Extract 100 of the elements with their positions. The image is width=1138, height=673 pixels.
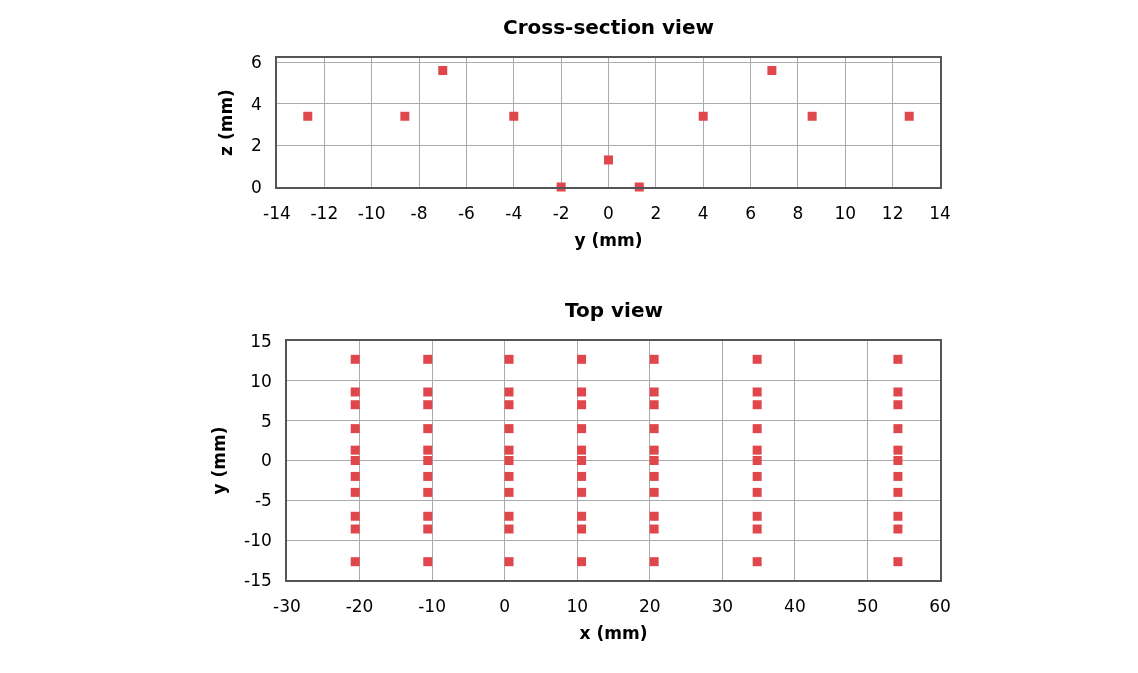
x-axis-title: y (mm) bbox=[574, 230, 643, 251]
point bbox=[504, 387, 514, 397]
point bbox=[649, 400, 659, 410]
point bbox=[350, 511, 360, 521]
point bbox=[807, 111, 817, 121]
x-axis-title: x (mm) bbox=[579, 623, 648, 644]
chart-title: Cross-section view bbox=[503, 15, 715, 39]
point bbox=[752, 524, 762, 534]
x-tick-label: -6 bbox=[457, 203, 475, 224]
point bbox=[649, 524, 659, 534]
x-tick-label: 8 bbox=[792, 203, 804, 224]
point bbox=[752, 400, 762, 410]
x-tick-label: 40 bbox=[784, 596, 806, 617]
y-tick-label: 4 bbox=[251, 93, 262, 114]
point bbox=[504, 400, 514, 410]
point bbox=[752, 387, 762, 397]
point bbox=[893, 557, 903, 567]
point bbox=[577, 387, 587, 397]
point bbox=[577, 524, 587, 534]
point bbox=[577, 445, 587, 455]
point bbox=[752, 487, 762, 497]
x-tick-label: 60 bbox=[929, 596, 951, 617]
x-tick-label: -8 bbox=[410, 203, 428, 224]
x-tick-label: -2 bbox=[552, 203, 570, 224]
x-tick-label: 10 bbox=[566, 596, 589, 617]
point bbox=[752, 424, 762, 434]
point bbox=[893, 354, 903, 364]
point bbox=[350, 524, 360, 534]
point bbox=[649, 445, 659, 455]
point bbox=[423, 354, 433, 364]
point bbox=[350, 400, 360, 410]
y-tick-label: -5 bbox=[254, 490, 272, 511]
x-tick-label: 14 bbox=[929, 203, 951, 224]
y-tick-label: 5 bbox=[261, 410, 272, 431]
x-tick-label: -4 bbox=[505, 203, 523, 224]
x-tick-label: 30 bbox=[711, 596, 734, 617]
point bbox=[893, 424, 903, 434]
x-tick-label: 10 bbox=[834, 203, 857, 224]
y-tick-label: 10 bbox=[250, 370, 272, 391]
point bbox=[752, 557, 762, 567]
point bbox=[438, 65, 448, 75]
point bbox=[752, 511, 762, 521]
point bbox=[904, 111, 914, 121]
x-tick-label: 0 bbox=[499, 596, 511, 617]
point bbox=[649, 456, 659, 465]
point bbox=[893, 471, 903, 481]
point bbox=[893, 524, 903, 534]
x-tick-label: 12 bbox=[881, 203, 904, 224]
y-axis-title: y (mm) bbox=[209, 426, 230, 495]
point bbox=[893, 387, 903, 397]
x-tick-label: 6 bbox=[745, 203, 756, 224]
point bbox=[649, 471, 659, 481]
x-tick-label: -14 bbox=[263, 203, 291, 224]
point bbox=[350, 456, 360, 465]
point bbox=[423, 471, 433, 481]
point bbox=[423, 487, 433, 497]
point bbox=[752, 445, 762, 455]
x-tick-label: 0 bbox=[603, 203, 614, 224]
point bbox=[504, 487, 514, 497]
point bbox=[893, 511, 903, 521]
point bbox=[350, 557, 360, 567]
point bbox=[423, 445, 433, 455]
point bbox=[649, 424, 659, 434]
y-tick-label: 0 bbox=[251, 176, 262, 197]
point bbox=[303, 111, 313, 121]
point bbox=[649, 354, 659, 364]
chart-title: Top view bbox=[565, 298, 663, 322]
point bbox=[350, 487, 360, 497]
x-tick-label: -12 bbox=[310, 203, 339, 224]
point bbox=[504, 456, 514, 465]
point bbox=[752, 471, 762, 481]
x-tick-label: 20 bbox=[638, 596, 661, 617]
y-tick-label: 6 bbox=[251, 52, 262, 73]
point bbox=[577, 511, 587, 521]
x-tick-label: 50 bbox=[856, 596, 879, 617]
point bbox=[509, 111, 519, 121]
point bbox=[423, 557, 433, 567]
point bbox=[504, 424, 514, 434]
point bbox=[698, 111, 708, 121]
point bbox=[423, 456, 433, 465]
y-tick-label: -15 bbox=[244, 569, 272, 590]
y-tick-label: 2 bbox=[251, 135, 262, 156]
point bbox=[350, 354, 360, 364]
point bbox=[893, 445, 903, 455]
point bbox=[649, 557, 659, 567]
point bbox=[504, 557, 514, 567]
x-tick-label: 4 bbox=[697, 203, 709, 224]
y-tick-label: 0 bbox=[261, 450, 272, 471]
point bbox=[577, 557, 587, 567]
point bbox=[649, 387, 659, 397]
point bbox=[504, 354, 514, 364]
point bbox=[423, 387, 433, 397]
point bbox=[504, 524, 514, 534]
point bbox=[350, 387, 360, 397]
point bbox=[350, 445, 360, 455]
y-tick-label: 15 bbox=[250, 330, 272, 351]
point bbox=[767, 65, 777, 75]
point bbox=[423, 511, 433, 521]
point bbox=[752, 456, 762, 465]
point bbox=[423, 424, 433, 434]
